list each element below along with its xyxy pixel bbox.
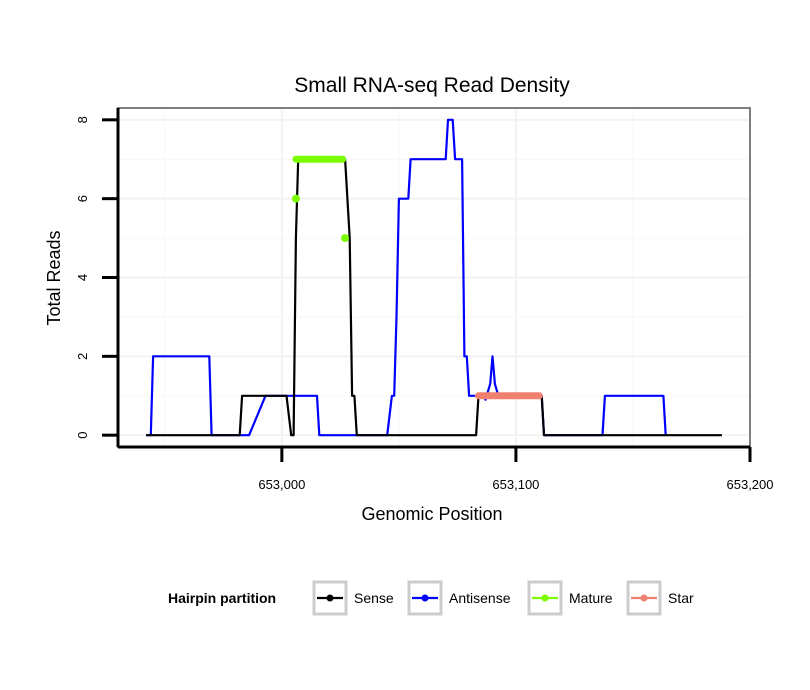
legend-label: Mature (569, 590, 613, 606)
x-tick-label: 653,100 (492, 477, 539, 492)
legend-key-point (640, 594, 648, 602)
y-tick-label: 0 (75, 432, 90, 439)
point-mature (291, 194, 300, 203)
y-tick-label: 2 (75, 353, 90, 360)
x-tick-label: 653,000 (258, 477, 305, 492)
legend-item-star: Star (626, 580, 694, 616)
point-mature (341, 234, 350, 243)
legend-item-mature: Mature (527, 580, 613, 616)
legend-item-sense: Sense (312, 580, 394, 616)
chart-title: Small RNA-seq Read Density (294, 74, 570, 97)
legend: Hairpin partition Sense Antisense Mature St… (168, 580, 694, 616)
y-tick-label: 6 (75, 195, 90, 202)
series-layer (146, 118, 722, 437)
legend-label: Star (668, 590, 694, 606)
y-ticks: 0 2 4 6 8 (75, 116, 118, 439)
legend-item-antisense: Antisense (407, 580, 511, 616)
x-tick-label: 653,200 (727, 477, 774, 492)
y-tick-label: 8 (75, 116, 90, 123)
y-tick-label: 4 (75, 274, 90, 281)
legend-title: Hairpin partition (168, 590, 276, 606)
legend-label: Antisense (449, 590, 511, 606)
legend-key-point (541, 594, 549, 602)
x-axis-title: Genomic Position (361, 504, 502, 524)
legend-key-point (421, 594, 429, 602)
legend-key-point (326, 594, 334, 602)
legend-label: Sense (354, 590, 394, 606)
y-axis-title: Total Reads (44, 230, 64, 325)
x-ticks: 653,000 653,100 653,200 (258, 447, 774, 492)
